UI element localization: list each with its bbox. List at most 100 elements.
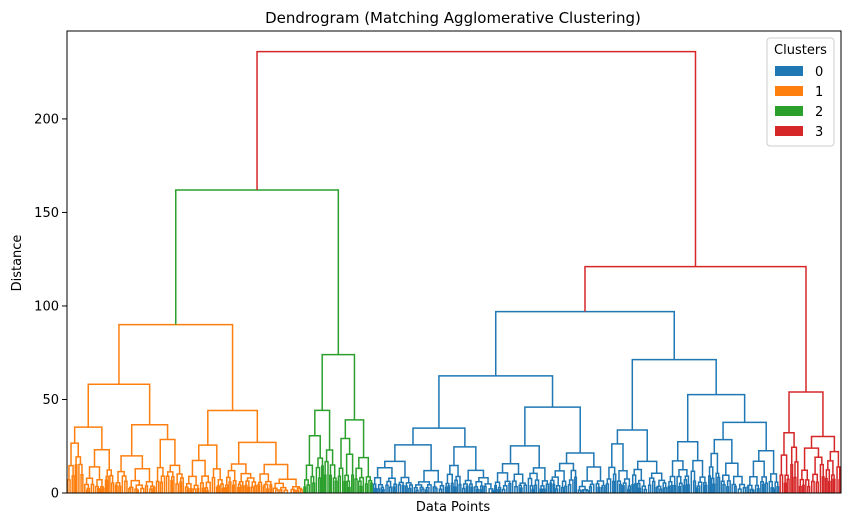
dendrogram-link	[737, 488, 742, 493]
dendrogram-link	[280, 486, 287, 491]
dendrogram-link	[793, 476, 797, 493]
dendrogram-link	[166, 471, 174, 477]
dendrogram-link	[676, 440, 699, 461]
dendrogram-link	[186, 488, 190, 493]
dendrogram-link	[359, 476, 365, 493]
dendrogram-link	[128, 488, 132, 493]
dendrogram-link	[250, 486, 254, 493]
dendrogram-link	[483, 485, 487, 493]
dendrogram-link	[760, 480, 765, 493]
dendrogram-link	[192, 488, 197, 493]
dendrogram-link	[343, 480, 347, 493]
legend-label: 1	[815, 85, 823, 100]
dendrogram-link	[345, 453, 354, 476]
dendrogram-link	[118, 323, 234, 411]
dendrogram-link	[244, 484, 248, 493]
dendrogram-link	[533, 484, 538, 493]
dendrogram-link	[682, 484, 686, 493]
dendrogram-link	[830, 474, 835, 493]
dendrogram-link	[368, 479, 373, 493]
dendrogram-link	[230, 463, 247, 474]
dendrogram-link	[827, 480, 831, 493]
dendrogram-link	[305, 464, 314, 480]
dendrogram-link	[600, 486, 604, 493]
dendrogram-link	[722, 421, 767, 451]
dendrogram-link	[425, 487, 430, 493]
dendrogram-link	[631, 484, 635, 493]
dendrogram-link	[439, 485, 445, 493]
dendrogram-link	[74, 464, 78, 493]
dendrogram-link	[205, 489, 209, 493]
dendrogram-link	[324, 460, 329, 493]
dendrogram-link	[708, 475, 712, 493]
dendrogram-link	[731, 483, 737, 493]
dendrogram-link	[279, 489, 283, 493]
y-axis-label: Distance	[10, 235, 25, 292]
dendrogram-link	[196, 487, 200, 493]
dendrogram-link	[761, 483, 765, 493]
dendrogram-link	[232, 479, 237, 493]
dendrogram-link	[509, 445, 540, 468]
legend-swatch	[775, 66, 803, 76]
dendrogram-link	[184, 486, 189, 493]
dendrogram-link	[794, 461, 799, 493]
dendrogram-link	[104, 479, 108, 493]
dendrogram-link	[204, 487, 209, 493]
dendrogram-link	[117, 470, 125, 483]
dendrogram-link	[185, 482, 192, 489]
dendrogram-link	[421, 488, 425, 493]
legend-title: Clusters	[774, 43, 827, 58]
dendrogram-link	[552, 483, 556, 493]
dendrogram-link	[433, 481, 443, 488]
dendrogram-link	[397, 484, 402, 493]
dendrogram-link	[703, 481, 707, 493]
dendrogram-link	[263, 463, 289, 480]
dendrogram-link	[588, 486, 593, 493]
dendrogram-link	[567, 483, 572, 493]
dendrogram-link	[134, 488, 139, 493]
dendrogram-link	[373, 476, 382, 485]
dendrogram-link	[621, 485, 625, 493]
dendrogram-link	[134, 467, 151, 482]
dendrogram-link	[404, 485, 408, 493]
dendrogram-link	[659, 488, 663, 493]
dendrogram-link	[511, 480, 517, 493]
dendrogram-link	[786, 478, 790, 493]
dendrogram-link	[686, 484, 690, 493]
dendrogram-link	[764, 482, 768, 493]
dendrogram-link	[751, 489, 755, 493]
dendrogram-link	[337, 475, 342, 493]
dendrogram-link	[637, 482, 641, 493]
dendrogram-link	[453, 446, 477, 471]
dendrogram-link	[568, 479, 574, 493]
dendrogram-link	[450, 482, 454, 493]
dendrogram-link	[109, 475, 114, 493]
dendrogram-link	[372, 483, 377, 493]
dendrogram-link	[542, 488, 546, 493]
dendrogram-link	[144, 485, 149, 493]
y-tick-label: 0	[51, 487, 59, 502]
dendrogram-link	[494, 481, 501, 488]
dendrogram-link	[461, 487, 466, 493]
dendrogram-link	[545, 483, 550, 493]
dendrogram-link	[99, 488, 103, 493]
dendrogram-link	[334, 480, 338, 493]
dendrogram-link	[712, 483, 716, 493]
legend: Clusters 0 1 2 3	[766, 37, 835, 147]
plot-frame	[66, 30, 842, 494]
dendrogram-link	[742, 486, 747, 493]
dendrogram-link	[752, 460, 765, 477]
dendrogram-link	[179, 481, 183, 493]
dendrogram-link	[96, 487, 100, 493]
y-tick-label: 100	[34, 299, 59, 314]
dendrogram-link	[374, 487, 378, 493]
dendrogram-link	[70, 442, 80, 466]
dendrogram-link	[266, 488, 270, 493]
dendrogram-link	[720, 480, 725, 493]
dendrogram-link	[532, 467, 546, 481]
dendrogram-link	[722, 484, 726, 493]
dendrogram-link	[215, 486, 219, 493]
dendrogram-link	[458, 483, 462, 493]
dendrogram-link	[475, 480, 483, 487]
